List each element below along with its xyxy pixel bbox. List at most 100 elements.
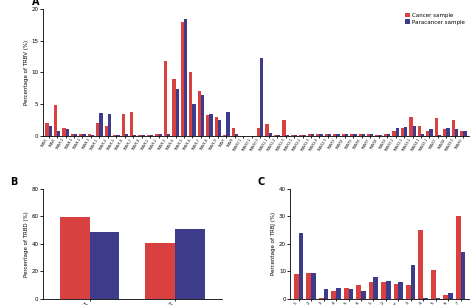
Bar (91, 135, 94, 136)
Bar (423, 297, 428, 299)
Bar (421, 135, 424, 136)
Bar (88, 135, 91, 136)
Bar (361, 291, 366, 299)
Bar (235, 135, 238, 136)
Bar (46, 123, 48, 136)
Bar (285, 135, 289, 136)
Bar (130, 112, 133, 136)
Bar (463, 131, 466, 136)
Bar (362, 134, 365, 136)
Bar (392, 131, 396, 136)
Bar (277, 135, 280, 136)
Bar (133, 135, 137, 136)
Text: A: A (32, 0, 39, 7)
Bar (350, 135, 353, 136)
Bar (419, 230, 423, 299)
Bar (210, 113, 213, 136)
Bar (113, 135, 116, 136)
Bar (116, 135, 119, 136)
Bar (198, 92, 201, 136)
Bar (325, 135, 328, 136)
Bar (311, 135, 314, 136)
Bar (337, 135, 339, 136)
Bar (448, 293, 453, 299)
Bar (265, 124, 269, 136)
Bar (218, 120, 221, 136)
Y-axis label: Percentage of TRBD (%): Percentage of TRBD (%) (24, 211, 29, 277)
Bar (447, 128, 450, 136)
Bar (192, 104, 196, 136)
Bar (96, 123, 100, 136)
Bar (232, 128, 235, 136)
Bar (145, 242, 175, 299)
Bar (375, 135, 379, 136)
Bar (189, 72, 192, 136)
Bar (125, 135, 128, 136)
Bar (410, 117, 412, 136)
Bar (294, 135, 297, 136)
Bar (173, 79, 175, 136)
Bar (121, 113, 125, 136)
Bar (48, 126, 52, 136)
Bar (215, 117, 218, 136)
Bar (418, 126, 421, 136)
Bar (461, 252, 465, 299)
Bar (393, 284, 398, 299)
Bar (435, 118, 438, 136)
Bar (71, 134, 74, 136)
Bar (274, 135, 277, 136)
Bar (436, 297, 440, 299)
Bar (387, 135, 391, 136)
Bar (345, 135, 348, 136)
Bar (90, 231, 119, 299)
Bar (294, 274, 299, 299)
Bar (175, 229, 205, 299)
Bar (299, 233, 303, 299)
Bar (381, 282, 386, 299)
Bar (443, 295, 448, 299)
Bar (142, 135, 145, 136)
Bar (138, 135, 142, 136)
Bar (316, 135, 319, 136)
Bar (324, 289, 328, 299)
Bar (443, 129, 447, 136)
Bar (291, 135, 294, 136)
Bar (181, 22, 184, 136)
Bar (184, 19, 187, 136)
Bar (460, 131, 463, 136)
Bar (226, 112, 229, 136)
Bar (62, 128, 65, 136)
Bar (79, 135, 82, 136)
Bar (336, 288, 341, 299)
Bar (438, 135, 441, 136)
Bar (299, 135, 302, 136)
Bar (283, 120, 285, 136)
Bar (401, 128, 404, 136)
Bar (333, 135, 337, 136)
Bar (396, 128, 399, 136)
Y-axis label: Percentage of TRBV (%): Percentage of TRBV (%) (24, 40, 29, 105)
Bar (147, 135, 150, 136)
Bar (319, 135, 323, 136)
Bar (379, 135, 382, 136)
Bar (257, 128, 260, 136)
Bar (398, 282, 403, 299)
Bar (412, 126, 416, 136)
Bar (374, 277, 378, 299)
Bar (150, 135, 154, 136)
Bar (411, 264, 416, 299)
Bar (348, 289, 353, 299)
Bar (404, 127, 407, 136)
Bar (159, 135, 162, 136)
Bar (206, 115, 210, 136)
Bar (201, 95, 204, 136)
Y-axis label: Percentage of TRBJ (%): Percentage of TRBJ (%) (271, 212, 276, 275)
Bar (370, 134, 374, 136)
Bar (108, 113, 111, 136)
Bar (429, 129, 433, 136)
Bar (302, 135, 306, 136)
Bar (82, 135, 86, 136)
Bar (342, 135, 345, 136)
Bar (344, 288, 348, 299)
Bar (386, 281, 391, 299)
